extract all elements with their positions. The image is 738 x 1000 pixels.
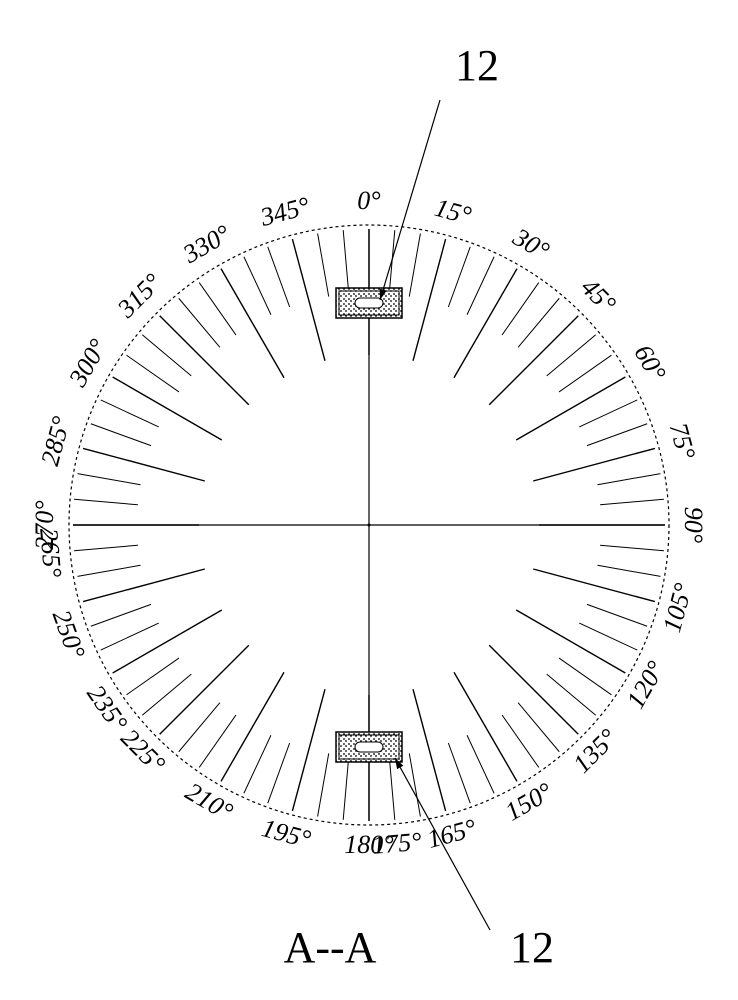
minor-tick bbox=[467, 735, 494, 793]
minor-tick bbox=[409, 753, 420, 816]
minor-tick bbox=[343, 756, 349, 820]
minor-tick bbox=[389, 756, 395, 820]
minor-tick bbox=[268, 247, 290, 307]
minor-tick bbox=[409, 233, 420, 296]
dial-svg: 0°15°30°45°60°75°90°105°120°135°150°165°… bbox=[0, 0, 738, 1000]
degree-label: 330° bbox=[177, 219, 235, 269]
callout-top-leader bbox=[380, 100, 440, 300]
minor-tick bbox=[597, 565, 660, 576]
degree-label: 75° bbox=[664, 420, 701, 463]
minor-tick bbox=[559, 658, 611, 695]
minor-tick bbox=[502, 715, 539, 767]
degree-label: 60° bbox=[628, 340, 671, 386]
major-tick bbox=[454, 672, 517, 781]
major-tick bbox=[113, 377, 222, 440]
minor-tick bbox=[579, 400, 637, 427]
minor-tick bbox=[559, 355, 611, 392]
major-tick bbox=[533, 569, 655, 602]
degree-label: 15° bbox=[432, 193, 475, 230]
minor-tick bbox=[268, 743, 290, 803]
minor-tick bbox=[74, 499, 138, 505]
major-tick bbox=[83, 569, 205, 602]
section-label: A--A bbox=[284, 923, 377, 972]
minor-tick bbox=[127, 658, 179, 695]
major-tick bbox=[454, 269, 517, 378]
major-tick bbox=[83, 448, 205, 481]
minor-tick bbox=[600, 545, 664, 551]
minor-tick bbox=[127, 355, 179, 392]
degree-label: 45° bbox=[575, 272, 621, 318]
degree-label: 315° bbox=[111, 268, 167, 324]
minor-tick bbox=[318, 753, 329, 816]
degree-label: 285° bbox=[35, 413, 76, 468]
degree-label: 195° bbox=[259, 813, 314, 854]
degree-label: 90° bbox=[679, 507, 708, 543]
major-tick bbox=[292, 689, 325, 811]
degree-label: 150° bbox=[500, 777, 557, 827]
minor-tick bbox=[199, 715, 236, 767]
major-tick bbox=[413, 239, 446, 361]
degree-label: 165° bbox=[424, 813, 479, 854]
minor-tick bbox=[91, 604, 151, 626]
diagram-stage: 0°15°30°45°60°75°90°105°120°135°150°165°… bbox=[0, 0, 738, 1000]
minor-tick bbox=[91, 424, 151, 446]
minor-tick bbox=[343, 230, 349, 294]
minor-tick bbox=[467, 257, 494, 315]
minor-tick bbox=[587, 604, 647, 626]
callout-bottom-label: 12 bbox=[510, 923, 554, 972]
minor-tick bbox=[244, 735, 271, 793]
minor-tick bbox=[318, 233, 329, 296]
major-tick bbox=[292, 239, 325, 361]
degree-label: 120° bbox=[621, 656, 671, 713]
degree-label: 210° bbox=[181, 777, 238, 827]
marker-top bbox=[336, 288, 402, 318]
minor-tick bbox=[448, 247, 470, 307]
minor-tick bbox=[77, 474, 140, 485]
degree-label: 300° bbox=[63, 334, 113, 392]
minor-tick bbox=[244, 257, 271, 315]
marker-top-slot bbox=[355, 298, 383, 308]
degree-label: 30° bbox=[507, 222, 554, 266]
major-tick bbox=[413, 689, 446, 811]
center-dot bbox=[368, 524, 371, 527]
major-tick bbox=[113, 610, 222, 673]
marker-bottom bbox=[336, 732, 402, 762]
minor-tick bbox=[579, 623, 637, 650]
major-tick bbox=[533, 448, 655, 481]
marker-bottom-slot bbox=[355, 742, 383, 752]
minor-tick bbox=[77, 565, 140, 576]
minor-tick bbox=[587, 424, 647, 446]
minor-tick bbox=[600, 499, 664, 505]
callout-top-label: 12 bbox=[455, 41, 499, 90]
degree-label: 235° bbox=[81, 680, 133, 737]
degree-label: 180° bbox=[344, 830, 393, 859]
minor-tick bbox=[597, 474, 660, 485]
minor-tick bbox=[199, 283, 236, 335]
minor-tick bbox=[101, 623, 159, 650]
degree-label: 105° bbox=[657, 580, 698, 635]
minor-tick bbox=[101, 400, 159, 427]
minor-tick bbox=[74, 545, 138, 551]
degree-label: 250° bbox=[47, 606, 91, 662]
major-tick bbox=[516, 377, 625, 440]
major-tick bbox=[221, 269, 284, 378]
major-tick bbox=[516, 610, 625, 673]
major-tick bbox=[221, 672, 284, 781]
minor-tick bbox=[502, 283, 539, 335]
minor-tick bbox=[448, 743, 470, 803]
degree-label: 345° bbox=[256, 191, 312, 232]
degree-label: 0° bbox=[357, 186, 380, 215]
degree-label: 270° bbox=[30, 500, 59, 549]
